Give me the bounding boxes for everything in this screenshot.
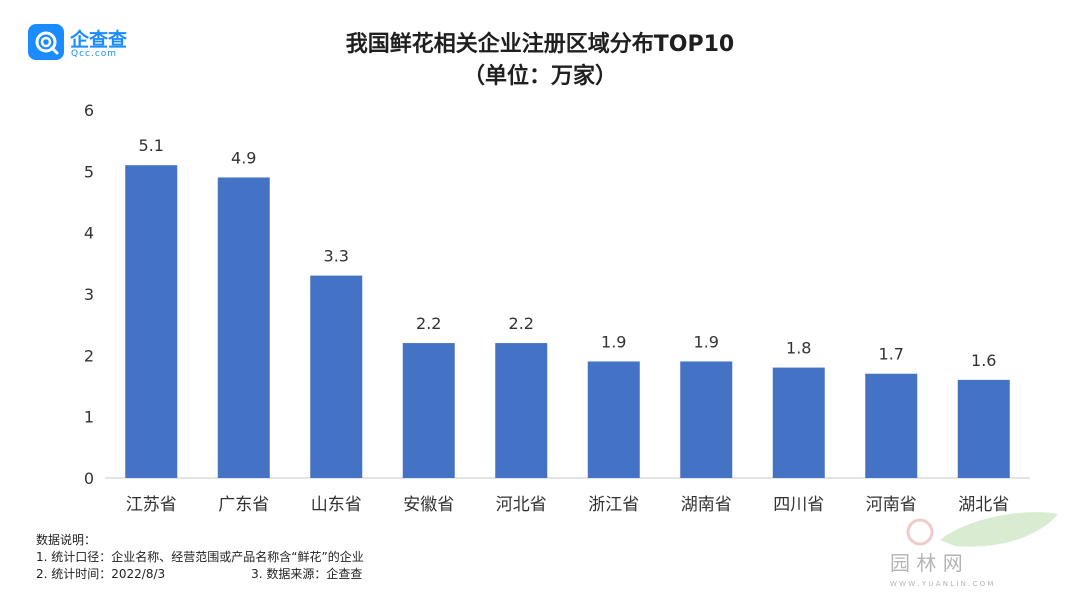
notes-line-2: 2. 统计时间：2022/8/3 3. 数据来源：企查查 [36,566,364,583]
data-label: 1.7 [879,345,904,364]
y-tick-label: 5 [84,162,94,181]
x-tick-label: 山东省 [311,495,362,515]
chart-title: 我国鲜花相关企业注册区域分布TOP10 [345,32,735,57]
x-tick-label: 广东省 [218,495,269,515]
y-axis: 0 1 2 3 4 5 6 [84,101,94,488]
data-notes: 数据说明： 1. 统计口径：企业名称、经营范围或产品名称含“鲜花”的企业 2. … [36,532,364,583]
bar [587,361,640,478]
x-tick-label: 江苏省 [126,495,177,515]
watermark-text: 园 林 网 [890,551,963,575]
data-label: 4.9 [231,148,256,167]
x-tick-label: 河北省 [496,495,547,515]
notes-line-1: 1. 统计口径：企业名称、经营范围或产品名称含“鲜花”的企业 [36,550,364,564]
y-tick-label: 1 [84,408,94,427]
data-label: 5.1 [139,136,164,155]
bar [680,361,733,478]
bar [865,373,918,478]
brand-domain: Qcc.com [71,49,118,59]
x-tick-label: 浙江省 [588,495,639,515]
bars-group [125,165,1010,478]
y-tick-label: 4 [84,224,94,243]
watermark-url: W W W . Y U A N L I N . C O M [890,580,993,588]
data-label: 1.8 [786,339,811,358]
y-tick-label: 3 [84,285,94,304]
x-tick-label: 安徽省 [403,495,454,515]
x-tick-label: 湖南省 [681,495,732,515]
x-tick-label: 湖北省 [958,495,1009,515]
notes-heading: 数据说明： [36,533,97,547]
brand-logo: 企查查 Qcc.com [28,24,148,64]
data-labels-group: 5.1 4.9 3.3 2.2 2.2 1.9 1.9 1.8 1.7 1.6 [139,136,997,370]
bar [125,165,178,478]
data-label: 3.3 [324,247,349,266]
x-tick-label: 河南省 [866,495,917,515]
bar [772,367,825,478]
data-label: 1.9 [601,332,626,351]
watermark-leaf-icon: 园 林 网 W W W . Y U A N L I N . C O M [890,512,1058,588]
data-label: 2.2 [509,314,534,333]
bar [957,379,1010,478]
data-label: 1.9 [694,332,719,351]
bar [217,177,270,478]
y-tick-label: 6 [84,101,94,120]
bar [310,275,363,478]
data-label: 2.2 [416,314,441,333]
data-label: 1.6 [971,351,996,370]
x-tick-label: 四川省 [773,495,824,515]
x-tick-labels-group: 江苏省 广东省 山东省 安徽省 河北省 浙江省 湖南省 四川省 河南省 湖北省 [126,495,1010,515]
bar [495,343,548,478]
watermark: 园 林 网 W W W . Y U A N L I N . C O M [880,506,1060,596]
notes-line-2a: 2. 统计时间：2022/8/3 [36,567,166,581]
notes-line-2b: 3. 数据来源：企查查 [251,567,363,581]
y-tick-label: 0 [84,469,94,488]
bar [402,343,455,478]
qcc-logo-icon [28,24,64,60]
brand-name: 企查查 [70,29,128,51]
chart-subtitle: （单位：万家） [462,64,617,89]
y-tick-label: 2 [84,346,94,365]
